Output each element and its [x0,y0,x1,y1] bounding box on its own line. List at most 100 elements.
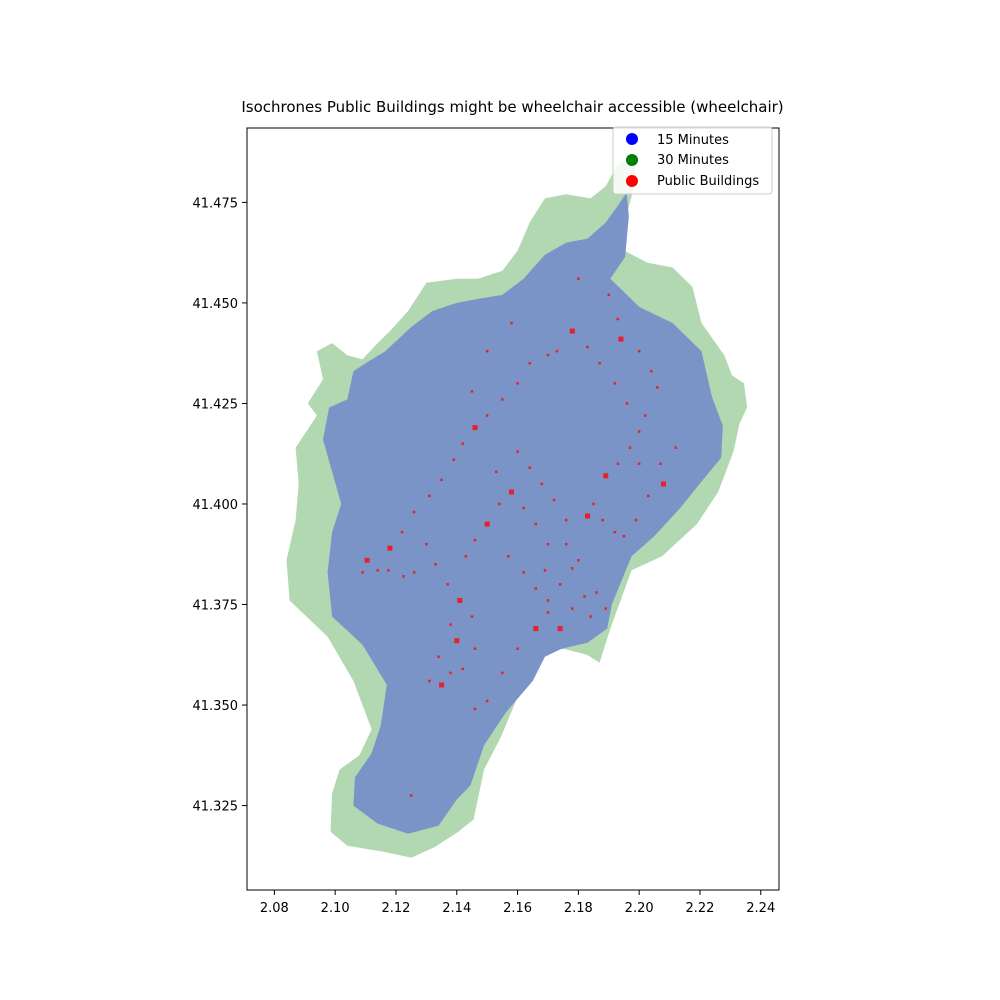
public-building [618,336,624,342]
public-building [376,569,379,572]
isochrone-15-minutes [323,192,723,834]
legend-30-minutes-marker [626,154,638,166]
public-building [546,542,550,546]
public-building [589,615,592,618]
public-building [659,462,662,465]
y-tick-label: 41.375 [193,599,239,614]
public-building [449,623,452,626]
y-axis: 41.325 41.350 41.375 41.400 41.425 41.450 41.4… [193,196,247,815]
public-building [634,518,638,522]
public-building [558,583,562,586]
public-building [546,611,550,614]
public-building [473,538,477,542]
public-building [472,425,478,431]
public-building [616,462,620,465]
public-building [387,569,390,572]
public-building [583,595,586,598]
public-building [522,506,525,510]
public-building [603,473,609,479]
public-building [565,542,568,546]
public-building [569,328,575,334]
public-building [534,587,537,590]
public-building [592,502,595,506]
public-building [452,458,455,461]
legend: 15 Minutes 30 Minutes Public Buildings [612,126,773,195]
public-building [585,513,590,519]
map-title: Isochrones Public Buildings might be whe… [241,98,783,116]
public-building [661,481,666,487]
y-tick-label: 41.450 [193,297,239,312]
public-building [400,530,404,534]
public-building [454,638,460,644]
public-building [546,599,550,602]
public-building [604,607,607,610]
public-building [425,542,428,546]
legend-15-minutes-marker [626,133,638,145]
y-tick-label: 41.350 [193,699,239,714]
y-tick-label: 41.475 [193,196,239,211]
public-building [637,430,641,433]
public-building [485,349,489,353]
public-building [461,442,465,445]
y-tick-label: 41.325 [193,800,239,815]
public-building [495,470,498,474]
public-building [577,559,580,562]
public-building [470,390,474,393]
x-tick-label: 2.16 [503,901,532,916]
public-building [650,370,653,373]
public-building [473,647,477,650]
x-axis: 2.08 2.10 2.12 2.14 2.16 2.18 2.20 2.22 2.24 [260,890,775,916]
legend-public-buildings-marker [626,175,638,187]
public-building [437,655,440,658]
y-tick-label: 41.425 [193,397,239,412]
public-building [409,794,413,797]
public-building [498,502,501,506]
public-building [485,699,489,703]
public-building [402,575,405,578]
public-building [595,591,598,594]
public-building [637,349,641,353]
public-building [464,555,468,558]
public-building [622,534,626,538]
public-building [586,345,589,349]
x-tick-label: 2.10 [321,901,350,916]
public-building [613,530,617,534]
public-building [625,402,629,405]
public-building [501,398,504,401]
public-building [449,671,452,675]
public-building [361,571,364,574]
public-building [509,489,514,495]
public-building [607,293,610,297]
legend-15-minutes-label: 15 Minutes [657,133,729,148]
public-building [674,446,677,449]
public-building [485,414,489,417]
public-building [637,462,641,465]
public-building [571,567,574,570]
public-building [577,277,580,280]
public-building [540,482,544,486]
x-tick-label: 2.20 [625,901,654,916]
public-building [484,521,490,527]
public-building [552,498,556,502]
public-building [571,607,574,610]
public-building [473,707,477,711]
public-building [412,571,416,574]
public-building [434,563,437,566]
public-building [516,647,519,650]
public-building [555,349,559,353]
public-building [387,545,393,551]
public-building [598,362,601,365]
legend-public-buildings-label: Public Buildings [657,174,759,189]
public-building [522,571,525,574]
axes-frame [246,127,780,891]
public-building [557,626,563,632]
public-building [470,615,474,618]
legend-box [612,126,773,195]
public-building [439,682,445,688]
public-building [613,382,617,385]
public-building [446,583,449,586]
x-tick-label: 2.24 [746,901,775,916]
x-tick-label: 2.18 [564,901,593,916]
public-building [507,555,510,558]
public-building [364,557,370,563]
